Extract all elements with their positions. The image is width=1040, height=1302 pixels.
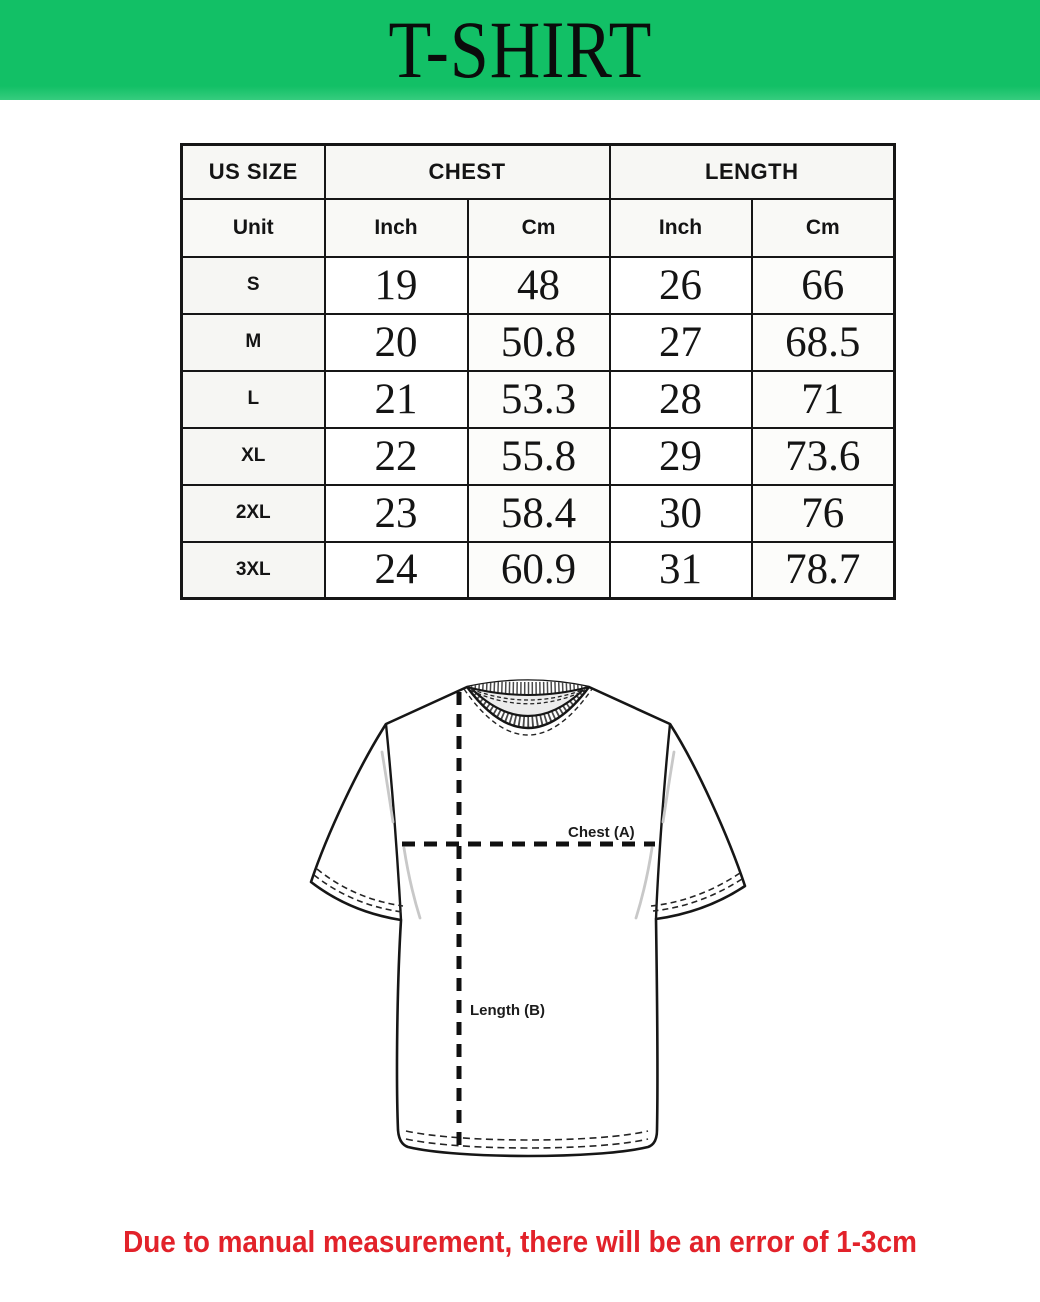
length-inch-value: 31	[608, 540, 753, 600]
left-cuff-stitch-2	[316, 868, 404, 907]
chest-inch-value: 21	[323, 369, 469, 429]
table-row: 3XL 24 60.9 31 78.7	[180, 540, 896, 600]
left-armhole-crease	[380, 750, 395, 824]
chest-cm-header: Cm	[466, 197, 611, 258]
tshirt-diagram: Chest (A) Length (B)	[309, 679, 747, 1158]
collar-back-stitch-2	[470, 689, 586, 705]
table-row: M 20 50.8 27 68.5	[180, 312, 896, 372]
length-inch-header: Inch	[608, 197, 753, 258]
chest-inch-header: Inch	[323, 197, 469, 258]
collar-outer-stitch	[463, 688, 593, 736]
size-chart-table: US SIZE CHEST LENGTH Unit Inch Cm Inch C…	[180, 143, 897, 600]
collar-inner-edge	[472, 689, 584, 718]
table-row: S 19 48 26 66	[180, 255, 896, 315]
size-label: XL	[180, 426, 326, 486]
length-cm-value: 78.7	[750, 540, 896, 600]
left-sleeve-seam	[384, 723, 403, 921]
length-cm-value: 71	[750, 369, 896, 429]
measurement-disclaimer: Due to manual measurement, there will be…	[123, 1224, 917, 1259]
length-inch-value: 30	[608, 483, 753, 543]
chest-cm-value: 48	[466, 255, 611, 315]
hem-stitch-2	[405, 1130, 649, 1141]
collar-back-stitch-1	[470, 688, 586, 701]
right-cuff-stitch-1	[652, 878, 743, 912]
size-label: L	[180, 369, 326, 429]
unit-header: Unit	[180, 197, 326, 258]
right-sleeve-seam	[654, 723, 672, 920]
table-group-header-row: US SIZE CHEST LENGTH	[180, 143, 896, 200]
column-header-us-size: US SIZE	[180, 143, 326, 200]
table-unit-header-row: Unit Inch Cm Inch Cm	[180, 197, 896, 258]
table-row: L 21 53.3 28 71	[180, 369, 896, 429]
hem-stitch-1	[405, 1138, 649, 1149]
length-cm-value: 76	[750, 483, 896, 543]
chest-cm-value: 53.3	[466, 369, 611, 429]
length-inch-value: 26	[608, 255, 753, 315]
collar-back-ribbing	[467, 680, 589, 694]
chest-inch-value: 20	[323, 312, 469, 372]
length-cm-header: Cm	[750, 197, 896, 258]
collar-outer-edge	[466, 686, 590, 730]
size-label: 2XL	[180, 483, 326, 543]
length-cm-value: 68.5	[750, 312, 896, 372]
left-underarm-crease	[402, 846, 422, 920]
length-inch-value: 28	[608, 369, 753, 429]
chest-inch-value: 19	[323, 255, 469, 315]
chest-inch-value: 23	[323, 483, 469, 543]
right-underarm-crease	[634, 846, 654, 920]
table-row: XL 22 55.8 29 73.6	[180, 426, 896, 486]
size-label: M	[180, 312, 326, 372]
length-inch-value: 27	[608, 312, 753, 372]
table-row: 2XL 23 58.4 30 76	[180, 483, 896, 543]
chest-cm-value: 60.9	[466, 540, 611, 600]
size-label: 3XL	[180, 540, 326, 600]
chest-cm-value: 58.4	[466, 483, 611, 543]
tshirt-outline	[309, 679, 747, 1158]
collar-back-edge	[466, 686, 590, 696]
right-armhole-crease	[661, 750, 676, 824]
length-cm-value: 66	[750, 255, 896, 315]
length-measure-label: Length (B)	[470, 1002, 545, 1019]
chest-inch-value: 24	[323, 540, 469, 600]
chest-cm-value: 50.8	[466, 312, 611, 372]
size-label: S	[180, 255, 326, 315]
length-inch-value: 29	[608, 426, 753, 486]
length-cm-value: 73.6	[750, 426, 896, 486]
chest-cm-value: 55.8	[466, 426, 611, 486]
column-header-chest: CHEST	[323, 143, 611, 200]
banner: T-SHIRT	[0, 0, 1040, 100]
column-header-length: LENGTH	[608, 143, 896, 200]
page-title: T-SHIRT	[388, 4, 652, 96]
chest-measure-label: Chest (A)	[568, 824, 635, 841]
chest-inch-value: 22	[323, 426, 469, 486]
